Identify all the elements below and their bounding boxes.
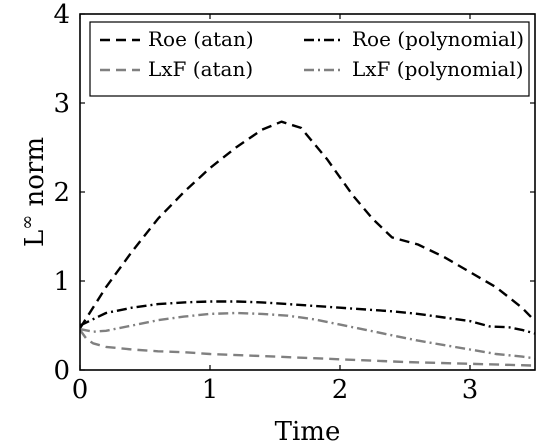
legend: Roe (atan) Roe (polynomial) LxF (atan) LxF … <box>89 21 530 97</box>
y-axis-label-main: L <box>20 230 50 247</box>
y-tick-label: 1 <box>53 267 70 297</box>
y-tick-label: 3 <box>53 89 70 119</box>
legend-label-2: Roe (polynomial) <box>352 27 524 51</box>
x-tick-label: 0 <box>72 375 89 405</box>
series-line-2 <box>80 300 535 335</box>
y-tick-label: 0 <box>53 356 70 386</box>
y-axis-label-suffix: norm <box>20 137 50 215</box>
y-tick-labels: 0 1 2 3 4 <box>53 0 70 386</box>
legend-box <box>89 21 530 97</box>
y-tick-label: 2 <box>53 178 70 208</box>
series-line-4 <box>80 311 535 360</box>
y-axis-label-superscript: ∞ <box>17 215 38 230</box>
x-tick-label: 3 <box>462 375 479 405</box>
legend-label-1: Roe (atan) <box>148 27 254 51</box>
y-tick-label: 4 <box>53 0 70 30</box>
series-line-1 <box>80 120 535 329</box>
y-axis-label: L∞ norm <box>17 137 50 247</box>
x-tick-labels: 0 1 2 3 <box>72 375 479 405</box>
legend-label-4: LxF (polynomial) <box>352 57 524 81</box>
x-tick-label: 2 <box>332 375 349 405</box>
legend-label-3: LxF (atan) <box>148 57 253 81</box>
plot-content <box>80 120 535 367</box>
plot-frame <box>79 13 536 371</box>
x-tick-label: 1 <box>202 375 219 405</box>
x-axis-label: Time <box>275 417 341 447</box>
series-line-3 <box>80 329 535 367</box>
